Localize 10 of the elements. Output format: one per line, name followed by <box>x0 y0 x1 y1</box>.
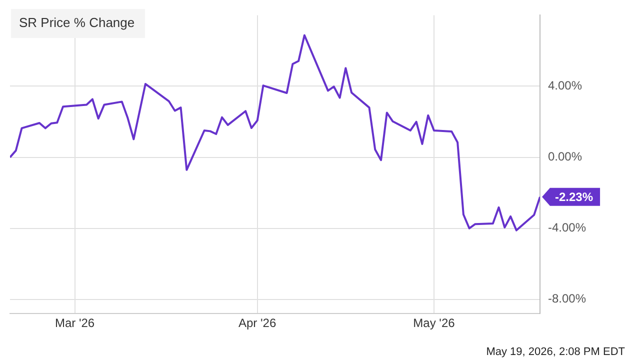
x-tick-label: May '26 <box>413 316 456 330</box>
y-tick-label: -8.00% <box>548 292 586 306</box>
annotation: -2.23% <box>555 190 594 204</box>
x-tick-label: Apr '26 <box>238 316 276 330</box>
chart-title: SR Price % Change <box>11 9 145 38</box>
x-tick-label: Mar '26 <box>54 316 95 330</box>
y-tick-label: -4.00% <box>548 220 586 235</box>
y-tick-label: 0.00% <box>548 150 582 164</box>
y-tick-label: 4.00% <box>548 78 582 93</box>
text: May 19, 2026, 2:08 PM EDT <box>486 346 625 358</box>
